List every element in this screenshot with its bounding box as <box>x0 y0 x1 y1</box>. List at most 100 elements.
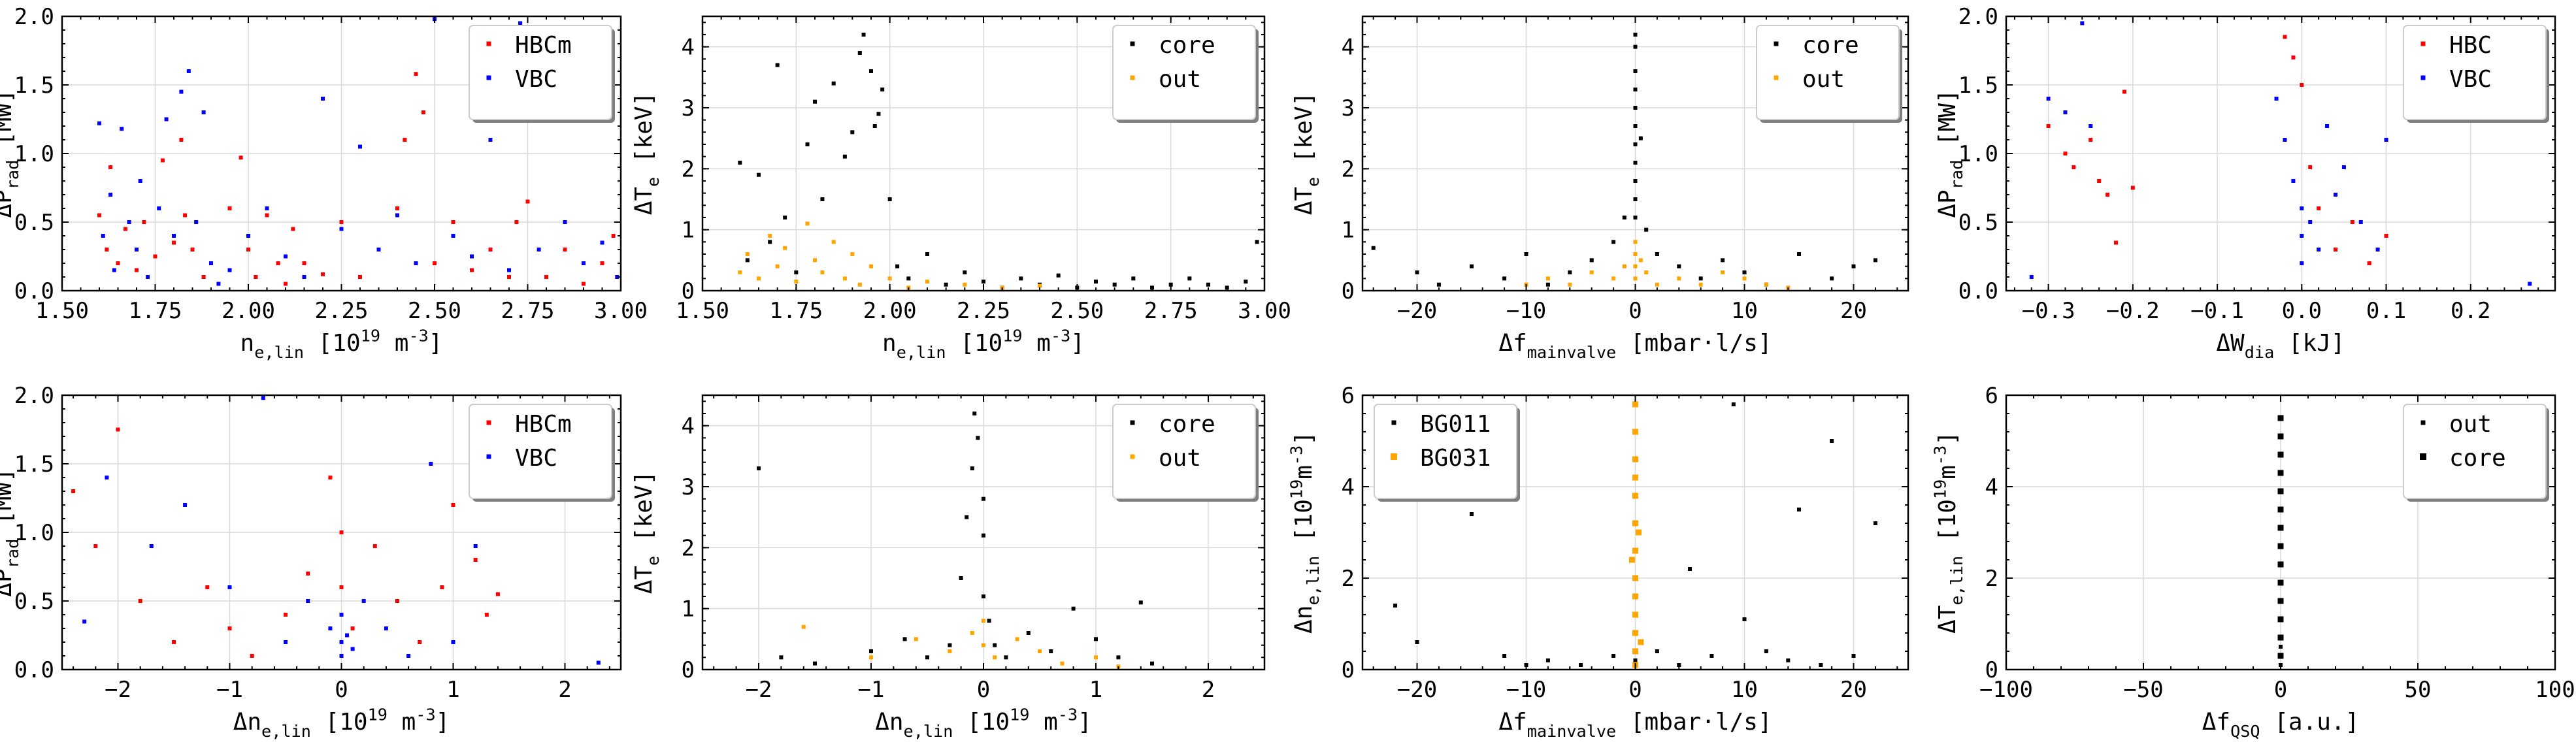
data-point <box>306 599 310 603</box>
legend-label: BG011 <box>1420 411 1491 438</box>
data-point <box>2277 433 2284 440</box>
data-point <box>1632 611 1638 618</box>
data-point <box>1873 258 1877 263</box>
data-point <box>2367 261 2371 265</box>
data-point <box>179 89 184 94</box>
data-point <box>339 530 344 534</box>
data-point <box>1655 282 1659 287</box>
data-point <box>2384 234 2388 238</box>
data-point <box>1633 161 1638 165</box>
data-point <box>1545 276 1550 281</box>
legend: core out <box>1112 25 1259 123</box>
data-point <box>2277 451 2284 458</box>
data-point <box>600 261 604 265</box>
points-layer <box>1371 33 1877 290</box>
data-point <box>872 124 877 128</box>
legend-box <box>1112 25 1256 120</box>
data-point <box>906 276 911 281</box>
data-point <box>1622 216 1627 219</box>
data-point <box>265 213 269 218</box>
legend-label: HBCm <box>515 411 572 438</box>
data-point <box>135 248 139 251</box>
legend: HBCm VBC <box>469 404 615 502</box>
data-point <box>850 130 855 135</box>
data-point <box>120 127 124 131</box>
data-point <box>227 268 232 272</box>
y-tick-label: 4 <box>682 414 695 440</box>
x-tick-label: 0 <box>335 677 348 703</box>
data-point <box>1632 575 1638 581</box>
data-point <box>284 282 288 286</box>
x-tick-label: 1 <box>1089 677 1102 703</box>
data-point <box>2300 234 2304 238</box>
data-point <box>2063 152 2068 155</box>
data-point <box>525 199 530 204</box>
data-point <box>254 275 258 279</box>
data-point <box>1470 512 1474 516</box>
x-tick-label: −2 <box>105 677 131 703</box>
data-point <box>339 654 344 658</box>
y-tick-label: 6 <box>1342 383 1355 409</box>
x-axis-label: ne,lin [1019 m-3] <box>882 327 1085 362</box>
data-point <box>1851 654 1856 658</box>
data-point <box>495 592 500 596</box>
chart-panel-p21: −2 −1 0 1 2 0.0 0.5 1.0 1.5 2.0 Δne,lin [1019 m-3]… <box>0 383 622 741</box>
data-point <box>507 275 511 279</box>
data-point <box>2325 124 2330 128</box>
data-point <box>350 647 355 651</box>
data-point <box>869 649 873 653</box>
x-tick-label: 0 <box>1628 677 1642 703</box>
legend-marker <box>1130 420 1135 425</box>
data-point <box>421 110 425 114</box>
data-point <box>813 661 817 666</box>
x-tick-label: 0.2 <box>2451 298 2490 324</box>
legend-marker <box>486 454 491 459</box>
data-point <box>1632 401 1638 408</box>
data-point <box>1742 617 1747 621</box>
x-tick-label: 20 <box>1840 298 1867 324</box>
legend-label: out <box>1159 445 1201 472</box>
data-point <box>414 72 418 76</box>
y-tick-label: 1.0 <box>1958 141 1998 167</box>
data-point <box>250 654 254 658</box>
data-point <box>869 655 873 660</box>
data-point <box>615 275 619 279</box>
y-axis-label: Δne,lin [1019m-3] <box>1287 431 1323 634</box>
data-point <box>1677 276 1681 281</box>
data-point <box>1393 604 1398 608</box>
x-tick-label: 2.75 <box>1144 298 1198 324</box>
y-axis-label: ΔTe,lin [1019m-3] <box>1931 431 1966 634</box>
data-point <box>395 599 399 603</box>
data-point <box>2277 415 2284 421</box>
data-point <box>1415 640 1419 644</box>
data-point <box>470 268 474 272</box>
legend: core out <box>1756 25 1902 123</box>
data-point <box>2029 275 2034 279</box>
data-point <box>142 220 146 224</box>
data-point <box>1677 663 1681 667</box>
data-point <box>1131 276 1136 281</box>
data-point <box>982 496 985 501</box>
data-point <box>1633 69 1638 73</box>
data-point <box>794 270 799 274</box>
data-point <box>227 585 232 589</box>
data-point <box>1502 276 1507 281</box>
legend-label: core <box>1159 411 1215 438</box>
x-axis-label: Δne,lin [1019 m-3] <box>233 705 450 741</box>
data-point <box>1150 661 1154 666</box>
data-point <box>1632 520 1638 527</box>
y-tick-label: 2.0 <box>1958 4 1998 30</box>
data-point <box>418 640 422 644</box>
y-tick-label: 2 <box>1342 566 1355 592</box>
data-point <box>1611 240 1616 244</box>
data-point <box>768 240 772 244</box>
data-point <box>948 643 952 647</box>
y-tick-label: 0 <box>1342 278 1355 304</box>
data-point <box>2279 645 2283 649</box>
data-point <box>563 248 567 251</box>
data-point <box>507 268 511 272</box>
data-point <box>116 261 120 265</box>
data-point <box>1632 593 1638 600</box>
data-point <box>1830 276 1834 281</box>
points-layer <box>71 396 601 665</box>
